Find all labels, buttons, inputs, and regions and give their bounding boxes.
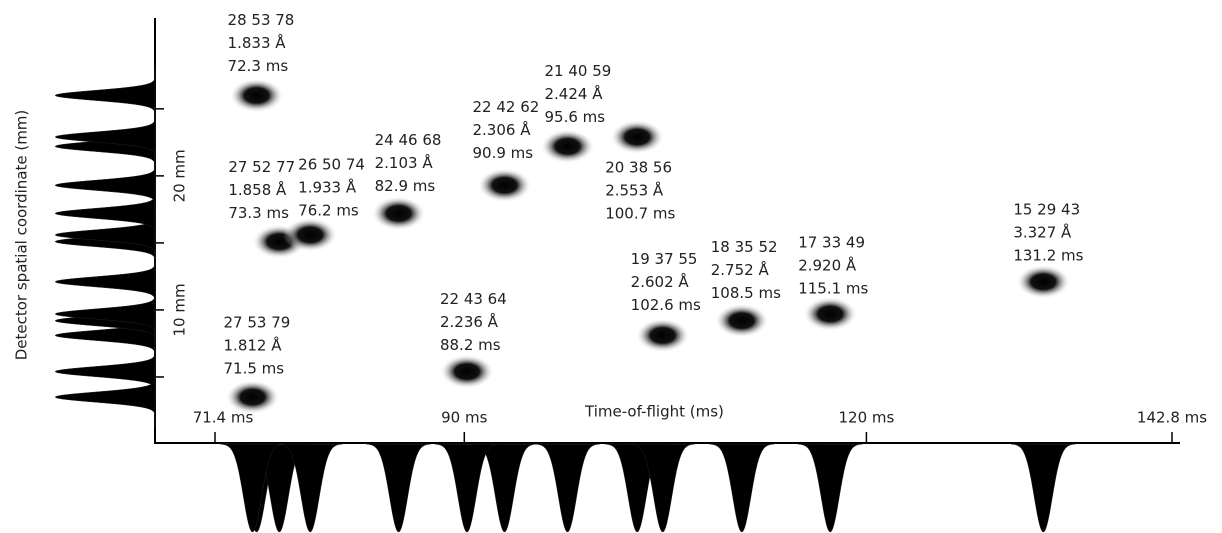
spot-label: 1.858 Å [228, 180, 287, 199]
spot-label: 108.5 ms [711, 284, 781, 302]
spot-label: 1.812 Å [224, 336, 283, 355]
spot [372, 196, 426, 230]
spot-label: 100.7 ms [605, 204, 675, 222]
spot-label: 102.6 ms [631, 296, 701, 314]
y-projection-peak [55, 107, 155, 167]
spot [541, 129, 595, 163]
spot-label: 1.933 Å [298, 177, 357, 196]
spot-label: 72.3 ms [228, 57, 289, 75]
spot [715, 304, 769, 338]
spot-label: 2.103 Å [375, 153, 434, 172]
chart: Time-of-flight (ms) Detector spatial coo… [0, 0, 1222, 533]
spot-label: 2.920 Å [798, 255, 857, 274]
spot-label: 27 53 79 [224, 314, 291, 332]
spot-label: 73.3 ms [228, 204, 289, 222]
spot-label: 28 53 78 [228, 11, 295, 29]
spot [803, 297, 857, 331]
y-tick-label: 10 mm [171, 283, 189, 336]
spot-label: 3.327 Å [1013, 222, 1072, 241]
spot-label: 2.752 Å [711, 260, 770, 279]
spot-label: 95.6 ms [545, 108, 606, 126]
spot-label: 22 42 62 [473, 98, 540, 116]
spot [478, 168, 532, 202]
x-projection-peak [710, 444, 774, 532]
spot-label: 19 37 55 [631, 250, 698, 268]
spot [610, 120, 664, 154]
spot-label: 17 33 49 [798, 233, 865, 251]
spot-label: 27 52 77 [228, 158, 295, 176]
spot-label: 1.833 Å [228, 33, 287, 52]
x-tick-label: 142.8 ms [1137, 409, 1207, 427]
x-projection-peak [798, 444, 862, 532]
spot-label: 26 50 74 [298, 155, 365, 173]
spot-label: 22 43 64 [440, 290, 507, 308]
spot-label: 20 38 56 [605, 158, 672, 176]
x-projection-peak [536, 444, 600, 532]
x-axis-label: Time-of-flight (ms) [584, 403, 724, 421]
spot-label: 21 40 59 [545, 62, 612, 80]
spot [440, 355, 494, 389]
spot-label: 115.1 ms [798, 279, 868, 297]
spot-label: 2.602 Å [631, 272, 690, 291]
spot [636, 318, 690, 352]
spot-label: 2.236 Å [440, 312, 499, 331]
spot-label: 2.553 Å [605, 180, 664, 199]
spot-label: 82.9 ms [375, 177, 436, 195]
spot-label: 131.2 ms [1013, 246, 1083, 264]
spot-label: 2.424 Å [545, 84, 604, 103]
spot-label: 90.9 ms [473, 144, 534, 162]
spot [1016, 265, 1070, 299]
spot [226, 380, 280, 414]
spot-label: 88.2 ms [440, 336, 501, 354]
x-projection-peak [367, 444, 431, 532]
spot-label: 2.306 Å [473, 120, 532, 139]
x-tick-label: 90 ms [441, 409, 487, 427]
spot-label: 15 29 43 [1013, 200, 1080, 218]
spot-label: 71.5 ms [224, 360, 285, 378]
y-tick-label: 20 mm [171, 149, 189, 202]
spot-label: 76.2 ms [298, 201, 359, 219]
spot-label: 24 46 68 [375, 131, 442, 149]
spot-label: 18 35 52 [711, 238, 778, 256]
y-projection-peak [55, 252, 155, 312]
x-projection-peak [1011, 444, 1075, 532]
y-axis-label: Detector spatial coordinate (mm) [13, 110, 31, 361]
spot [230, 78, 284, 112]
y-projection-peak [55, 65, 155, 125]
spot [283, 218, 337, 252]
x-tick-label: 120 ms [838, 409, 894, 427]
